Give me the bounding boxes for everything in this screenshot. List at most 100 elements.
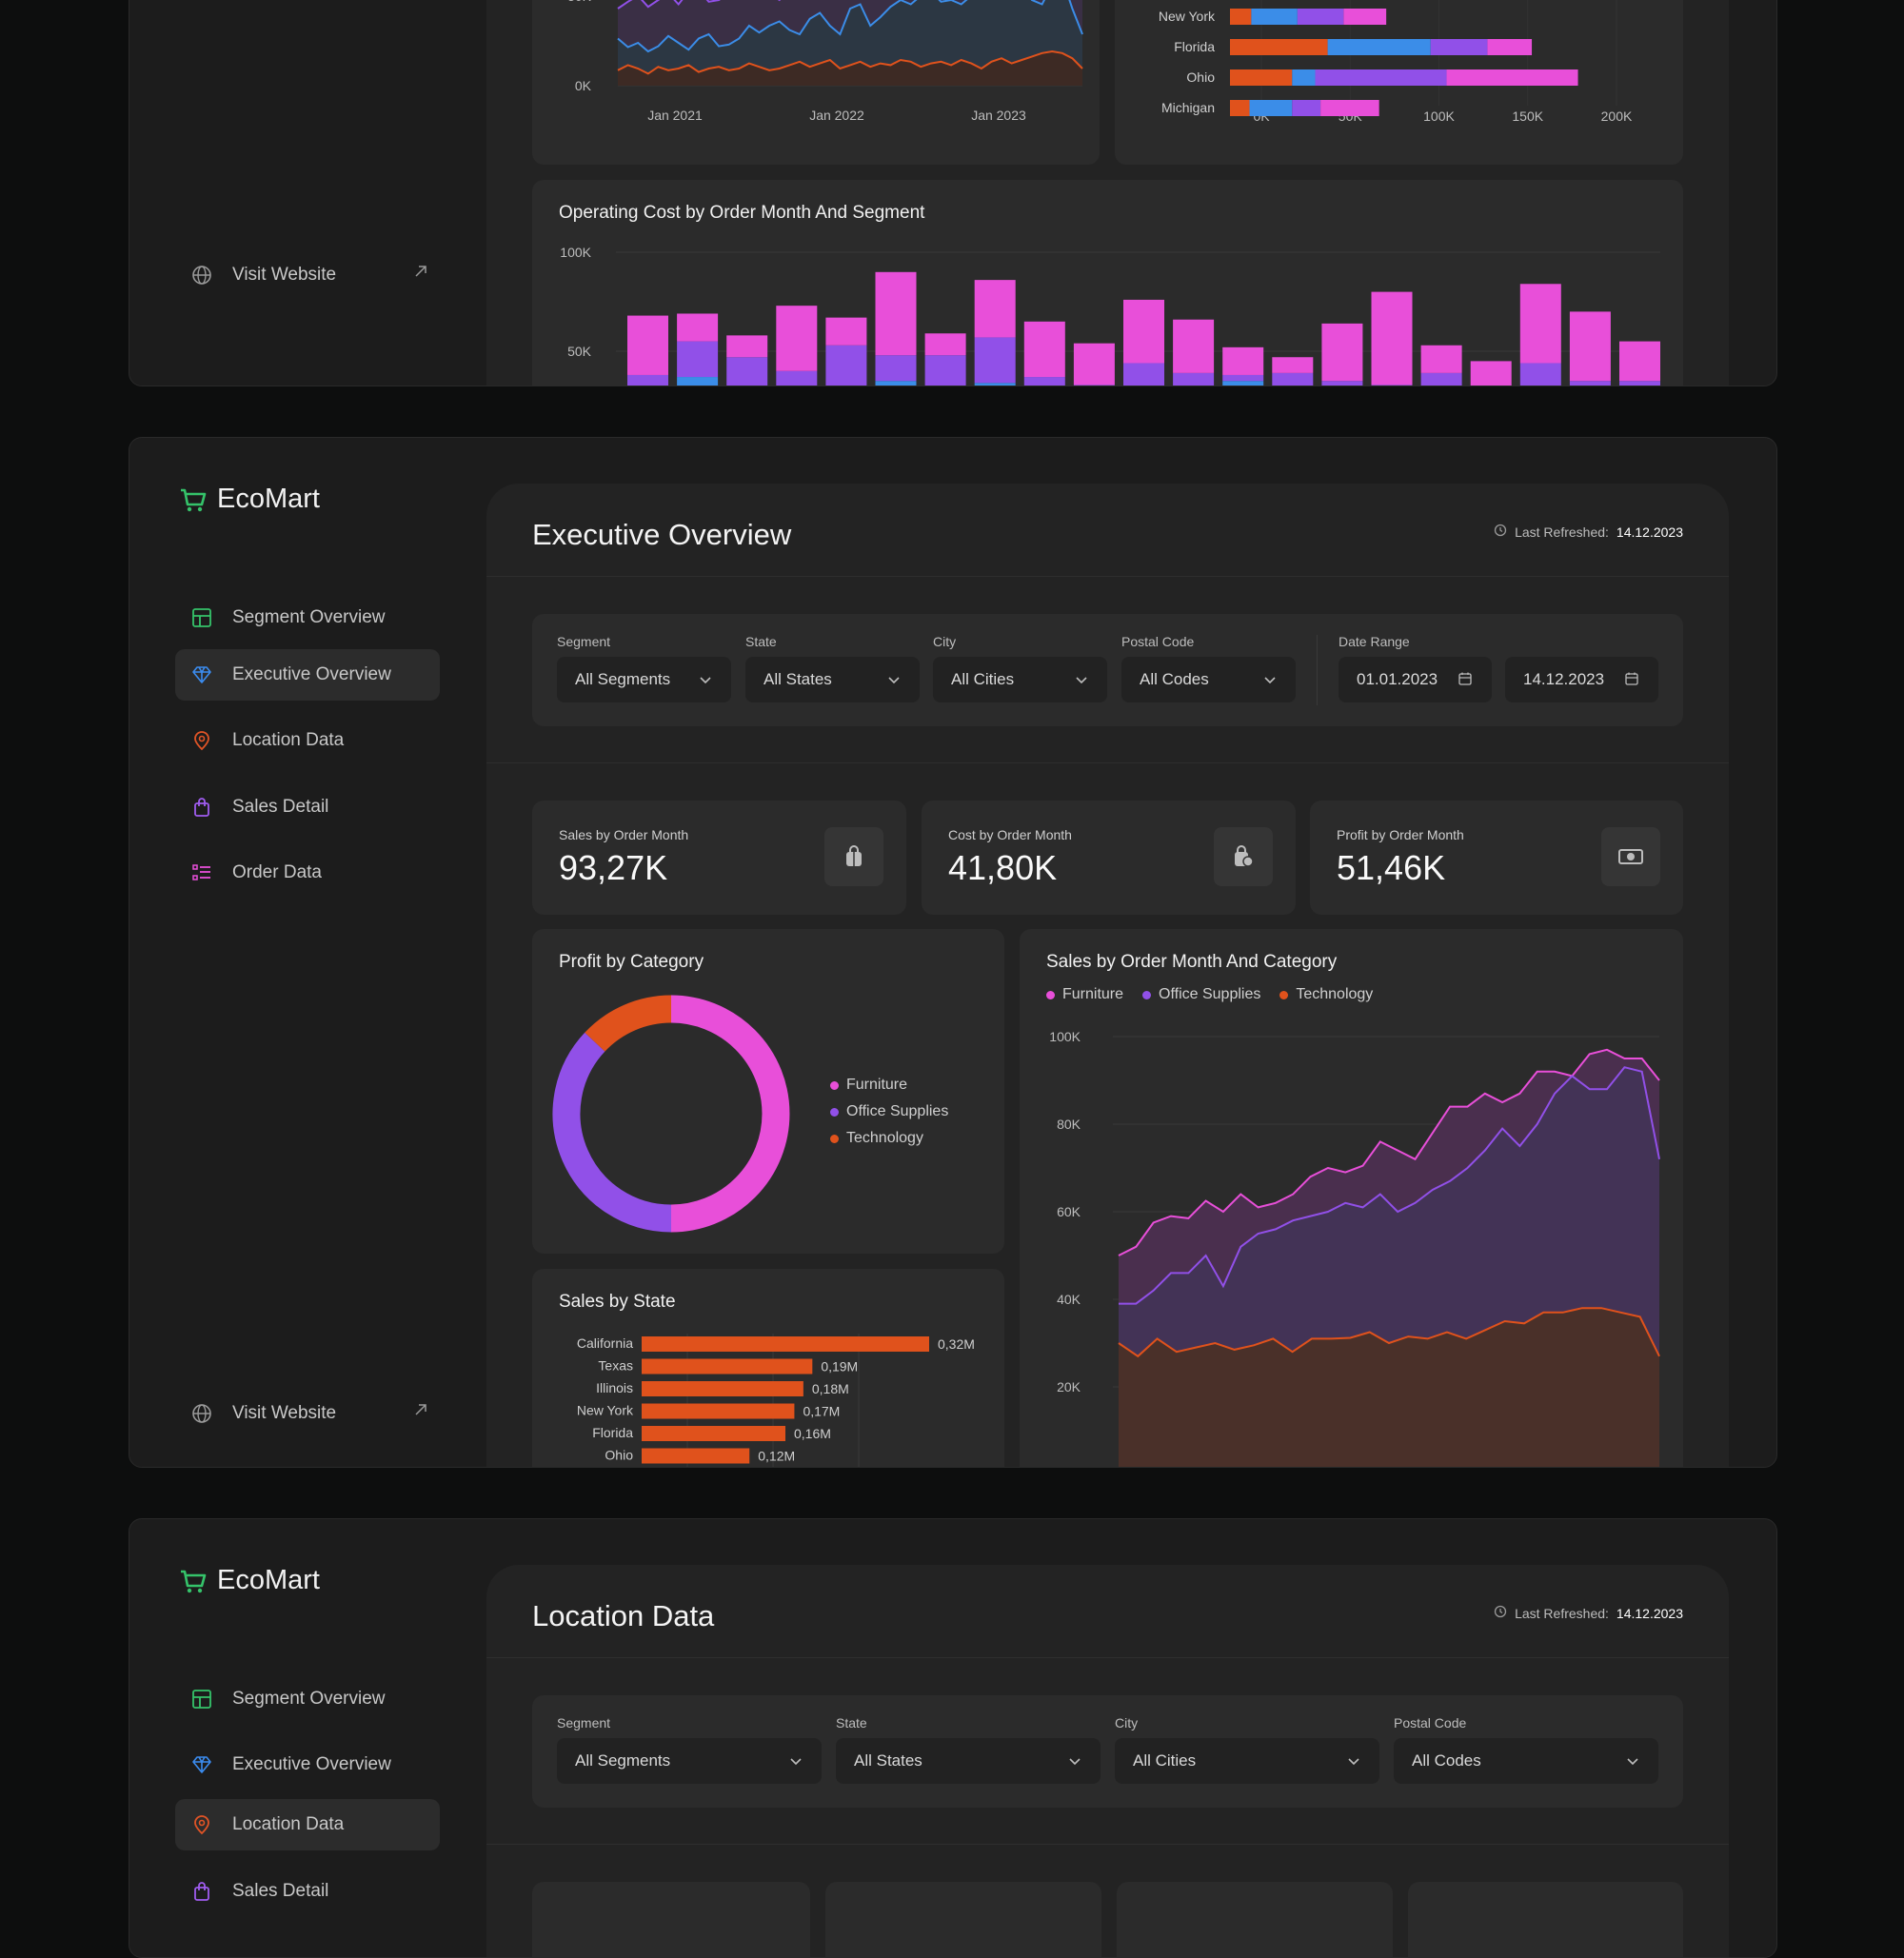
legend-item-technology[interactable]: Technology	[830, 1130, 948, 1147]
kpi-title: Cost by Order Month	[948, 827, 1072, 842]
shopping-bag-icon	[190, 796, 213, 819]
legend-item-furniture[interactable]: Furniture	[1046, 986, 1123, 1003]
donut-slice	[552, 1032, 672, 1233]
legend-label: Technology	[1296, 986, 1374, 1002]
stacked-bar	[1222, 374, 1264, 382]
postal-select[interactable]: All Codes	[1394, 1738, 1658, 1784]
page-title: Location Data	[532, 1599, 715, 1632]
x-tick-label: 150K	[1512, 109, 1543, 124]
sidebar-item-label: Segment Overview	[232, 607, 386, 627]
sidebar-item-location-data[interactable]: Location Data	[175, 1799, 440, 1850]
stacked-bar	[1519, 363, 1561, 386]
sidebar-item-order-data[interactable]: Order Data	[175, 847, 440, 899]
brand-name: EcoMart	[217, 484, 320, 514]
stacked-bar	[776, 306, 818, 371]
legend-dot	[830, 1134, 839, 1143]
date-start-input[interactable]: 01.01.2023	[1339, 657, 1492, 702]
sidebar-item-label: Sales Detail	[232, 797, 329, 817]
filter-bar: Segment All Segments State All States Ci…	[532, 614, 1683, 726]
stacked-bar	[1249, 100, 1293, 116]
city-select-value: All Cities	[1133, 1751, 1197, 1770]
stacked-bar	[677, 341, 719, 378]
last-refreshed: Last Refreshed: 14.12.2023	[1494, 1605, 1683, 1621]
state-label: Ohio	[605, 1448, 633, 1463]
state-stacked-chart: 0K50K100K150K200KNew YorkFloridaOhioMich…	[1159, 0, 1633, 124]
stacked-bar	[1230, 100, 1250, 116]
state-label: Florida	[592, 1425, 633, 1440]
legend-item-furniture[interactable]: Furniture	[830, 1077, 948, 1094]
stacked-bar	[1430, 39, 1488, 55]
stacked-bar	[1321, 323, 1363, 382]
sidebar-item-sales-detail[interactable]: Sales Detail	[175, 1866, 440, 1917]
city-select[interactable]: All Cities	[933, 657, 1107, 702]
series-line	[617, 49, 1083, 75]
stacked-bar	[1230, 9, 1252, 25]
data-label: 0,19M	[821, 1359, 858, 1375]
sales-by-state-card: Sales by State California 0,32M Texas 0,19M…	[532, 1269, 1004, 1467]
chevron-down-icon	[1075, 672, 1088, 691]
y-tick-label: 0K	[575, 78, 592, 93]
filter-bar: Segment All Segments State All States Ci…	[532, 1695, 1683, 1808]
sidebar-item-location-data[interactable]: Location Data	[175, 715, 440, 766]
legend-item-office-supplies[interactable]: Office Supplies	[1142, 986, 1260, 1003]
state-label: New York	[1159, 9, 1216, 24]
profit-by-category-card: Profit by Category Furniture Office Supp…	[532, 929, 1004, 1254]
sidebar-item-label: Location Data	[232, 1814, 345, 1834]
filter-divider-line	[486, 1844, 1729, 1845]
sidebar-item-segment-overview[interactable]: Segment Overview	[175, 592, 440, 643]
calendar-icon	[1624, 671, 1639, 691]
stacked-bar	[1230, 69, 1293, 86]
legend-item-technology[interactable]: Technology	[1279, 986, 1373, 1003]
state-bar	[642, 1358, 813, 1375]
stacked-bar	[677, 377, 719, 386]
sidebar-item-label: Executive Overview	[232, 664, 391, 684]
city-select[interactable]: All Cities	[1115, 1738, 1379, 1784]
operating-cost-card: Operating Cost by Order Month And Segmen…	[532, 180, 1683, 386]
stacked-bar	[776, 370, 818, 386]
legend-item-office-supplies[interactable]: Office Supplies	[830, 1103, 948, 1120]
brand-logo[interactable]: EcoMart	[179, 1565, 320, 1596]
filter-divider-line	[486, 762, 1729, 763]
y-tick-label: 100K	[560, 245, 591, 260]
operating-cost-title: Operating Cost by Order Month And Segmen…	[559, 203, 925, 223]
brand-name: EcoMart	[217, 1565, 320, 1595]
visit-website-link[interactable]: Visit Website	[175, 254, 440, 296]
data-label: 0,12M	[758, 1449, 795, 1464]
postal-filter-label: Postal Code	[1121, 634, 1195, 649]
visit-website-link[interactable]: Visit Website	[175, 1393, 440, 1434]
brand-logo[interactable]: EcoMart	[179, 484, 320, 515]
sales-by-state-chart: California 0,32M Texas 0,19M Illinois 0,18M Ne…	[577, 1334, 975, 1467]
y-tick-label: 20K	[1057, 1379, 1081, 1394]
clock-icon	[1494, 524, 1507, 540]
city-select-value: All Cities	[951, 670, 1015, 688]
calendar-icon	[1458, 671, 1473, 691]
stacked-bar	[1420, 345, 1462, 373]
state-label: Ohio	[1186, 69, 1215, 85]
stacked-bar	[1251, 9, 1298, 25]
state-stacked-chart-card: 0K50K100K150K200KNew YorkFloridaOhioMich…	[1115, 0, 1683, 165]
city-filter-label: City	[933, 634, 957, 649]
date-end-input[interactable]: 14.12.2023	[1505, 657, 1658, 702]
legend-dot	[1046, 990, 1055, 999]
sidebar-item-executive-overview[interactable]: Executive Overview	[175, 1739, 440, 1790]
segment-select[interactable]: All Segments	[557, 1738, 822, 1784]
sidebar-item-sales-detail[interactable]: Sales Detail	[175, 781, 440, 833]
segment-select[interactable]: All Segments	[557, 657, 731, 702]
data-label: 0,16M	[794, 1426, 831, 1441]
sidebar-item-segment-overview[interactable]: Segment Overview	[175, 1673, 440, 1725]
state-select[interactable]: All States	[745, 657, 920, 702]
chevron-down-icon	[699, 672, 712, 691]
kpi-card-profit: Profit by Order Month 51,46K	[1310, 801, 1683, 915]
stacked-bar	[1487, 39, 1533, 55]
map-pin-icon	[190, 1813, 213, 1836]
state-label: Illinois	[596, 1380, 633, 1395]
clock-icon	[1494, 1605, 1507, 1621]
state-select[interactable]: All States	[836, 1738, 1101, 1784]
stacked-bar	[1173, 319, 1215, 373]
postal-select[interactable]: All Codes	[1121, 657, 1296, 702]
sidebar-item-executive-overview[interactable]: Executive Overview	[175, 649, 440, 701]
stacked-bar	[726, 335, 768, 358]
sidebar-item-label: Location Data	[232, 730, 345, 750]
cash-icon	[1601, 827, 1660, 886]
stacked-bar	[1222, 381, 1264, 386]
